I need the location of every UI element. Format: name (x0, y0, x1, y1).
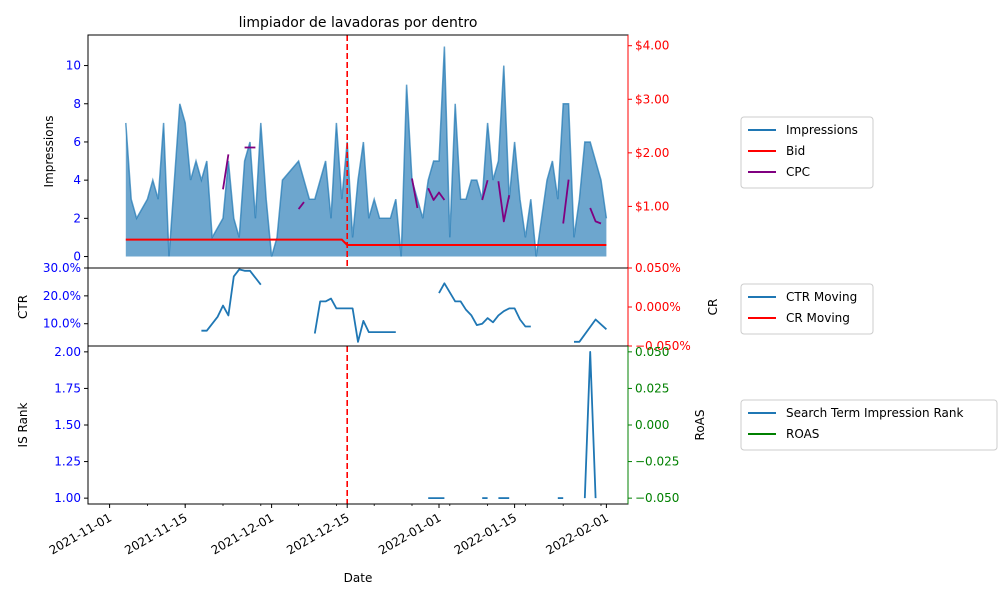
legend-label: CTR Moving (786, 290, 857, 304)
impressions-y-tick-label: 10 (66, 59, 81, 73)
ctr-moving-segment-1 (313, 297, 396, 343)
rank-y-tick-label: 1.75 (54, 381, 81, 395)
ctr-y-tick-label: 30.0% (43, 261, 81, 275)
impressions-legend: Impressions Bid CPC (740, 116, 874, 189)
cpc-segment-3 (411, 178, 419, 209)
impressions-y-tick-label: 2 (73, 211, 81, 225)
rank-y2-tick-label: 0.050 (635, 345, 669, 359)
impressions-y-tick-label: 6 (73, 135, 81, 149)
ctr-y-tick-label: 10.0% (43, 317, 81, 331)
rank-y-tick-label: 1.25 (54, 455, 81, 469)
legend-label: Search Term Impression Rank (786, 406, 963, 420)
search-term-impression-rank-segment-4 (583, 351, 597, 499)
bid-line (125, 238, 607, 246)
cpc-segment-5 (481, 179, 489, 201)
rank-y2-tick-label: 0.000 (635, 418, 669, 432)
cpc-segment-0 (222, 154, 230, 190)
ctr-y2-tick-label: −0.050% (635, 339, 691, 353)
cpc-segment-4 (427, 187, 446, 201)
impressions-y-axis-label: Impressions (42, 116, 56, 188)
rank-y2-tick-label: 0.025 (635, 381, 669, 395)
impressions-area (125, 46, 607, 257)
ctr-moving-segment-3 (574, 318, 608, 343)
legend-label: ROAS (786, 427, 819, 441)
ctr-y2-tick-label: 0.050% (635, 261, 681, 275)
rank-y-tick-label: 1.00 (54, 491, 81, 505)
rank-plot (346, 346, 597, 504)
rank-legend: Search Term Impression Rank ROAS (740, 399, 998, 451)
cpc-segment-8 (589, 207, 602, 225)
impressions-plot (125, 35, 608, 268)
ctr-legend: CTR Moving CR Moving (740, 283, 874, 335)
impressions-y2-tick-label: $4.00 (635, 39, 669, 53)
impressions-y2-tick-label: $2.00 (635, 146, 669, 160)
rank-y2-tick-label: −0.050 (635, 491, 679, 505)
impressions-line (125, 46, 608, 257)
rank-y-tick-label: 1.50 (54, 418, 81, 432)
impressions-y2-tick-label: $1.00 (635, 199, 669, 213)
ctr-y-tick-label: 20.0% (43, 289, 81, 303)
cpc-segment-7 (562, 179, 570, 224)
rank-y2-axis-label: RoAS (693, 410, 707, 441)
cpc-segment-6 (497, 181, 511, 223)
ctr-moving-segment-2 (438, 282, 531, 328)
impressions-y-tick-label: 8 (73, 97, 81, 111)
rank-legend-box (740, 399, 998, 451)
chart-title: limpiador de lavadoras por dentro (239, 15, 478, 31)
ctr-y-axis-label: CTR (16, 295, 30, 319)
x-axis-label: Date (344, 571, 373, 585)
rank-y-axis-label: IS Rank (16, 402, 30, 447)
rank-y2-tick-label: −0.025 (635, 455, 679, 469)
ctr-y2-axis-label: CR (706, 299, 720, 316)
cpc-segment-2 (297, 201, 305, 210)
impressions-y-tick-label: 4 (73, 173, 81, 187)
legend-label: CR Moving (786, 311, 850, 325)
legend-label: Impressions (786, 123, 858, 137)
rank-y-tick-label: 2.00 (54, 345, 81, 359)
impressions-y2-tick-label: $3.00 (635, 92, 669, 106)
ctr-plot (201, 268, 608, 343)
impressions-legend-box (740, 116, 874, 189)
legend-label: Bid (786, 144, 805, 158)
impressions-y-tick-label: 0 (73, 250, 81, 264)
ctr-moving-segment-0 (201, 268, 262, 332)
ctr-y2-tick-label: 0.000% (635, 300, 681, 314)
legend-label: CPC (786, 165, 810, 179)
